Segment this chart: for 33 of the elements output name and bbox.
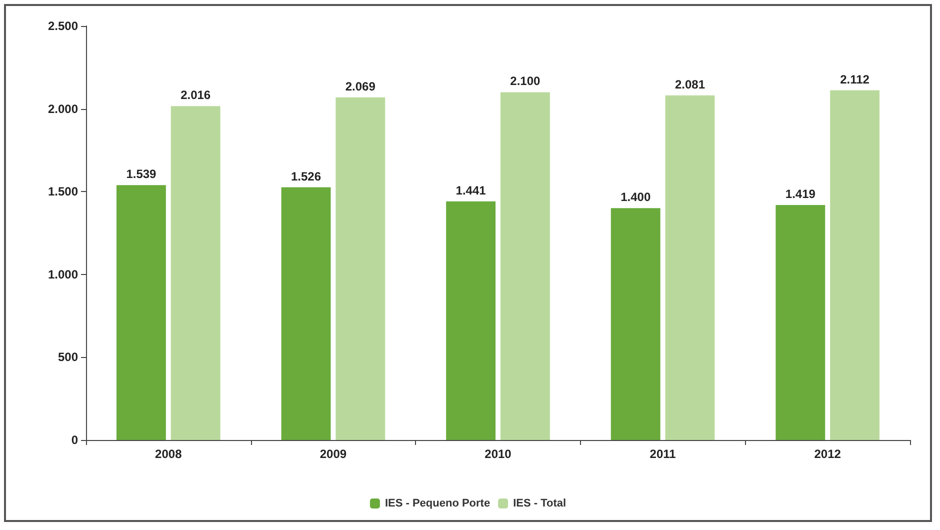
y-tick-label: 1.000 <box>48 267 78 282</box>
legend-label: IES - Total <box>513 498 566 510</box>
data-label: 2.069 <box>345 79 376 94</box>
bar <box>170 106 220 440</box>
bar <box>281 187 331 440</box>
data-label: 1.526 <box>290 169 322 184</box>
data-label: 2.081 <box>674 77 706 92</box>
x-tick-label: 2010 <box>484 447 512 461</box>
bar <box>830 90 880 440</box>
bar <box>336 97 386 440</box>
bar <box>665 95 715 440</box>
y-tick-label: 0 <box>71 433 78 447</box>
y-tick-label: 2.000 <box>48 102 78 116</box>
x-tick-label: 2009 <box>320 447 347 461</box>
y-tick-label: 500 <box>58 350 78 364</box>
data-label: 2.100 <box>510 74 541 88</box>
y-tick-label: 1.500 <box>48 184 78 199</box>
bar <box>500 92 550 440</box>
legend-label: IES - Pequeno Porte <box>384 498 490 510</box>
bar <box>610 208 660 440</box>
x-tick-label: 2008 <box>155 447 182 461</box>
data-label: 1.419 <box>785 187 816 202</box>
x-tick-label: 2011 <box>650 447 676 461</box>
bar <box>446 201 496 440</box>
data-label: 2.016 <box>180 88 211 102</box>
x-tick-label: 2012 <box>814 447 842 461</box>
bar <box>776 205 826 440</box>
bar <box>116 185 166 440</box>
data-label: 1.539 <box>126 167 157 182</box>
data-label: 1.441 <box>456 183 486 198</box>
data-label: 1.400 <box>620 190 651 204</box>
data-label: 2.112 <box>840 72 870 86</box>
y-tick-label: 2.500 <box>48 19 78 33</box>
